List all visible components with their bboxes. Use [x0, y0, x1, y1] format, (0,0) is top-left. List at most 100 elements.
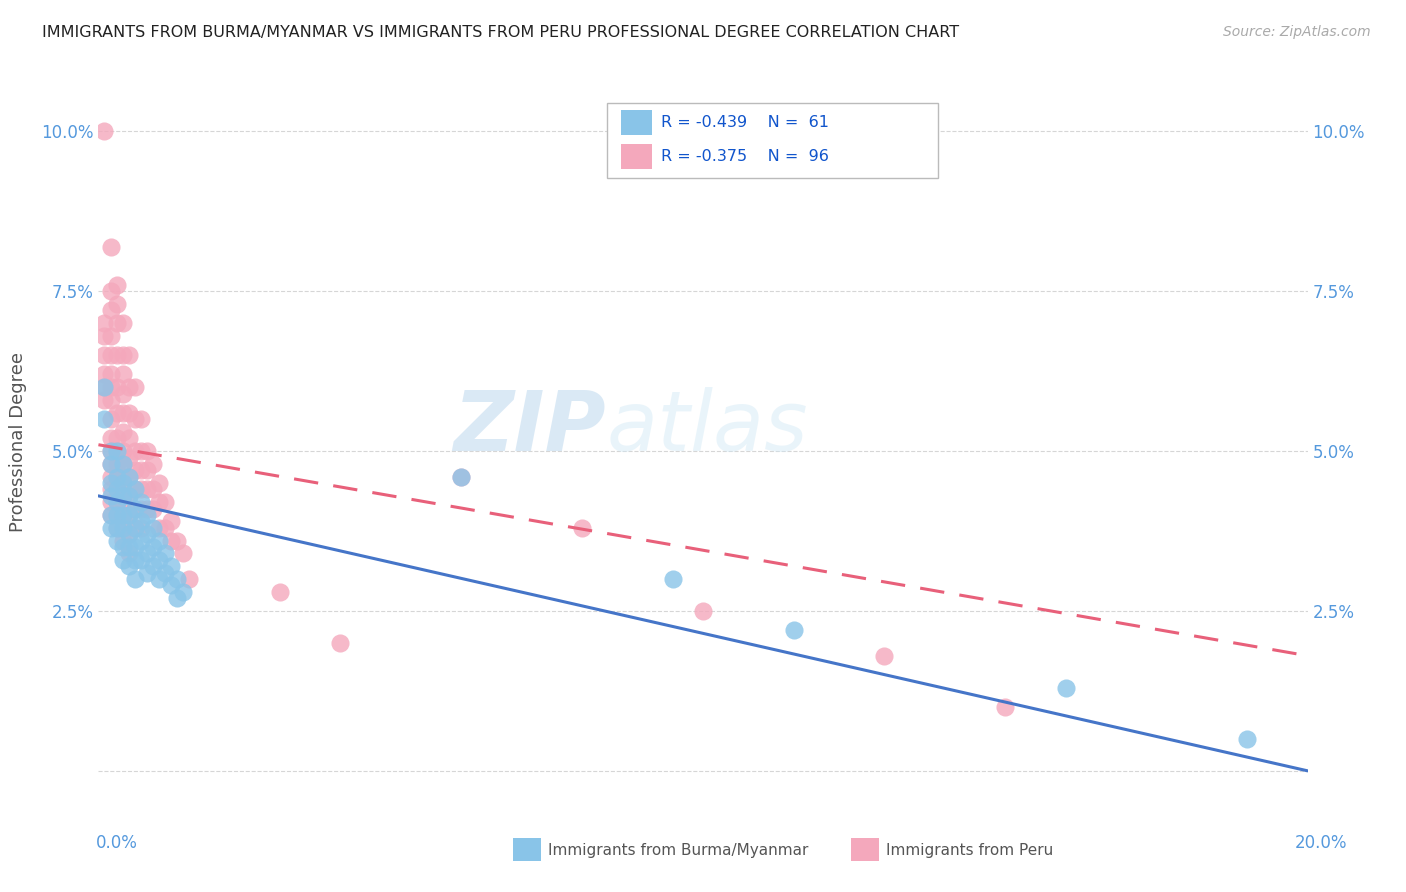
Point: [111, 425, 134, 439]
Point: [105, 469, 128, 483]
Point: [105, 521, 128, 535]
Text: R = -0.375    N =  96: R = -0.375 N = 96: [661, 149, 828, 163]
Point: [160, 559, 183, 574]
Point: [135, 527, 157, 541]
Point: [166, 533, 188, 548]
Point: [118, 508, 141, 522]
Point: [118, 540, 141, 554]
Point: [135, 566, 157, 580]
Point: [153, 546, 176, 560]
Text: Source: ZipAtlas.com: Source: ZipAtlas.com: [1223, 25, 1371, 39]
Point: [105, 483, 128, 497]
Point: [153, 495, 176, 509]
Point: [118, 527, 141, 541]
Point: [100, 431, 122, 445]
Point: [105, 380, 128, 394]
Point: [111, 457, 134, 471]
Point: [124, 540, 146, 554]
Point: [100, 489, 122, 503]
Point: [124, 501, 146, 516]
Point: [135, 508, 157, 522]
Point: [93, 316, 115, 330]
Point: [105, 444, 128, 458]
Point: [118, 469, 141, 483]
Point: [111, 508, 134, 522]
Point: [129, 412, 152, 426]
Point: [124, 444, 146, 458]
Point: [135, 444, 157, 458]
Point: [166, 591, 188, 606]
Point: [111, 386, 134, 401]
Point: [105, 297, 128, 311]
Point: [172, 584, 194, 599]
Point: [105, 508, 128, 522]
Point: [93, 348, 115, 362]
Point: [100, 412, 122, 426]
Point: [148, 476, 170, 491]
Point: [105, 444, 128, 458]
Point: [160, 533, 183, 548]
Point: [111, 368, 134, 382]
Point: [118, 406, 141, 420]
Y-axis label: Professional Degree: Professional Degree: [10, 351, 27, 532]
Point: [111, 495, 134, 509]
Point: [153, 521, 176, 535]
Point: [166, 572, 188, 586]
Point: [100, 521, 122, 535]
Point: [111, 540, 134, 554]
Point: [111, 521, 134, 535]
Point: [100, 469, 122, 483]
Text: IMMIGRANTS FROM BURMA/MYANMAR VS IMMIGRANTS FROM PERU PROFESSIONAL DEGREE CORREL: IMMIGRANTS FROM BURMA/MYANMAR VS IMMIGRA…: [42, 25, 959, 40]
Text: Immigrants from Peru: Immigrants from Peru: [886, 843, 1053, 857]
Point: [135, 546, 157, 560]
Text: 20.0%: 20.0%: [1295, 834, 1347, 852]
Point: [105, 457, 128, 471]
Point: [100, 392, 122, 407]
Point: [118, 469, 141, 483]
Point: [129, 553, 152, 567]
Point: [783, 623, 806, 637]
Point: [105, 406, 128, 420]
Point: [124, 483, 146, 497]
Point: [124, 483, 146, 497]
Point: [111, 406, 134, 420]
Point: [1236, 731, 1258, 746]
Point: [105, 348, 128, 362]
Point: [100, 457, 122, 471]
Point: [93, 368, 115, 382]
Point: [118, 546, 141, 560]
Point: [118, 431, 141, 445]
Point: [1054, 681, 1077, 695]
Point: [100, 380, 122, 394]
Point: [142, 483, 165, 497]
Point: [571, 521, 593, 535]
Point: [129, 483, 152, 497]
Point: [93, 380, 115, 394]
Point: [148, 495, 170, 509]
Point: [111, 348, 134, 362]
Point: [124, 521, 146, 535]
Point: [129, 444, 152, 458]
Point: [105, 508, 128, 522]
Point: [129, 533, 152, 548]
Point: [105, 533, 128, 548]
Point: [111, 469, 134, 483]
Text: ZIP: ZIP: [454, 386, 606, 467]
Point: [148, 533, 170, 548]
Point: [100, 239, 122, 253]
Point: [129, 501, 152, 516]
Point: [105, 431, 128, 445]
Point: [100, 457, 122, 471]
Point: [129, 495, 152, 509]
Point: [118, 508, 141, 522]
Point: [124, 572, 146, 586]
Text: 0.0%: 0.0%: [96, 834, 138, 852]
Point: [148, 572, 170, 586]
Point: [124, 501, 146, 516]
Point: [100, 495, 122, 509]
Point: [450, 469, 472, 483]
Point: [129, 463, 152, 477]
Point: [135, 483, 157, 497]
Point: [124, 463, 146, 477]
Point: [105, 521, 128, 535]
